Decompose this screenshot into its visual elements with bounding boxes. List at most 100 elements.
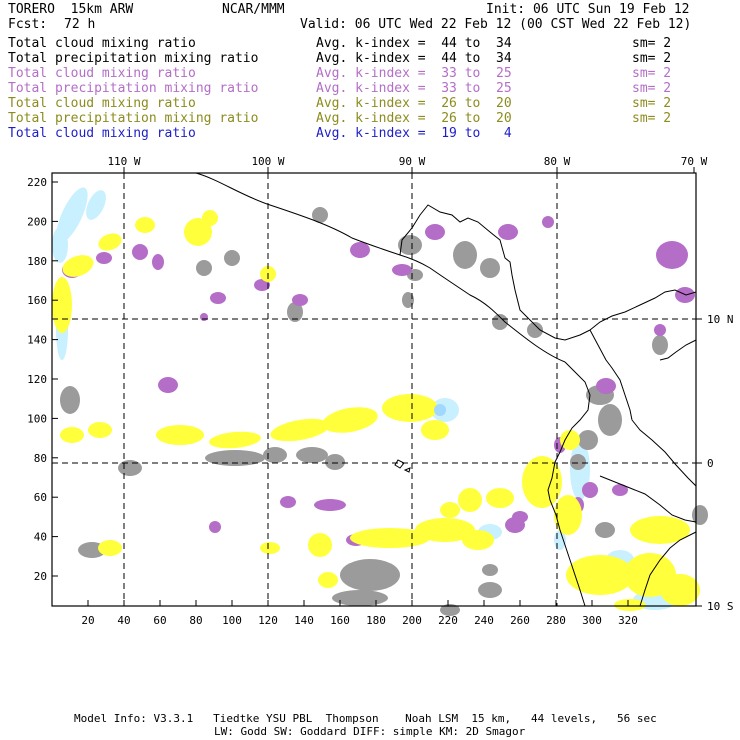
gray-cloud-area: [402, 292, 414, 308]
yellow-cloud-area: [60, 427, 84, 443]
gray-cloud-area: [224, 250, 240, 266]
purple-cloud-area: [350, 242, 370, 258]
x-tick-label: 100: [222, 614, 242, 627]
y-tick-label: 180: [27, 255, 47, 268]
purple-cloud-area: [314, 499, 346, 511]
x-tick-label: 40: [117, 614, 130, 627]
yellow-cloud-area: [62, 255, 94, 277]
x-tick-label: 140: [294, 614, 314, 627]
yellow-cloud-area: [614, 599, 646, 611]
purple-cloud-area: [392, 264, 412, 276]
legend-sm: sm= 2: [632, 81, 672, 96]
longitude-label: 110 W: [107, 155, 140, 168]
yellow-cloud-area: [184, 218, 212, 246]
coastline: [589, 329, 633, 421]
legend-index: Avg. k-index = 44 to 34: [316, 36, 512, 51]
gray-cloud-area: [296, 447, 328, 463]
y-tick-label: 220: [27, 176, 47, 189]
gray-cloud-area: [263, 447, 287, 463]
yellow-cloud-area: [522, 456, 562, 508]
yellow-cloud-area: [382, 394, 438, 422]
x-tick-label: 80: [189, 614, 202, 627]
gray-cloud-area: [492, 314, 508, 330]
purple-cloud-area: [656, 241, 688, 269]
legend-row: Total cloud mixing ratio Avg. k-index = 4…: [8, 36, 738, 51]
gray-cloud-area: [60, 386, 80, 414]
axis-ticks: [52, 167, 702, 607]
axis-labels: 220 200 180 160 140 120 100 80 60 40 20 20 40 60 80 100…: [27, 155, 733, 627]
x-tick-label: 260: [510, 614, 530, 627]
yellow-cloud-area: [322, 407, 378, 433]
forecast-label: Fcst:: [8, 17, 48, 32]
y-tick-label: 60: [34, 491, 47, 504]
y-tick-label: 80: [34, 452, 47, 465]
gray-cloud-area: [398, 235, 422, 255]
longitude-label: 100 W: [251, 155, 284, 168]
yellow-cloud-area: [486, 488, 514, 508]
yellow-cloud-area: [630, 516, 690, 544]
gray-cloud-area: [196, 260, 212, 276]
purple-cloud-area: [425, 224, 445, 240]
purple-cloud-area: [512, 511, 528, 523]
purple-cloud-area: [280, 496, 296, 508]
purple-cloud-area: [132, 244, 148, 260]
x-tick-label: 60: [153, 614, 166, 627]
purple-cloud-area: [498, 224, 518, 240]
x-tick-label: 220: [438, 614, 458, 627]
yellow-cloud-area: [554, 495, 582, 535]
gray-cloud-area: [595, 522, 615, 538]
gray-cloud-area: [570, 454, 586, 470]
purple-cloud-area: [254, 279, 270, 291]
valid-time: Valid: 06 UTC Wed 22 Feb 12 (00 CST Wed …: [300, 17, 692, 32]
purple-cloud-area: [152, 254, 164, 270]
gray-cloud-area: [332, 590, 388, 606]
legend-field: Total precipitation mixing ratio: [8, 81, 259, 96]
legend-index: Avg. k-index = 33 to 25: [316, 66, 512, 81]
coastline: [599, 475, 697, 523]
yellow-cloud-area: [98, 233, 122, 251]
gray-cloud-area: [478, 582, 502, 598]
gray-cloud-area: [480, 258, 500, 278]
y-tick-label: 40: [34, 531, 47, 544]
x-tick-label: 120: [258, 614, 278, 627]
coastlines: [195, 172, 697, 607]
yellow-cloud-area: [260, 542, 280, 554]
yellow-cloud-area: [209, 431, 261, 449]
footer-physics: LW: Godd SW: Goddard DIFF: simple KM: 2D…: [214, 725, 526, 738]
yellow-cloud-area: [98, 540, 122, 556]
coastline: [547, 361, 591, 607]
latitude-label: 10 S: [707, 600, 734, 613]
legend-field: Total precipitation mixing ratio: [8, 51, 259, 66]
purple-cloud-area: [210, 292, 226, 304]
legend-field: Total precipitation mixing ratio: [8, 111, 259, 126]
purple-cloud-area: [582, 482, 598, 498]
legend-sm: sm= 2: [632, 96, 672, 111]
legend-row: Total cloud mixing ratio Avg. k-index = 3…: [8, 66, 738, 81]
legend-index: Avg. k-index = 26 to 20: [316, 96, 512, 111]
legend-field: Total cloud mixing ratio: [8, 96, 196, 111]
model-title: TORERO 15km ARW: [8, 2, 134, 17]
yellow-cloud-area: [308, 533, 332, 557]
legend-field: Total cloud mixing ratio: [8, 36, 196, 51]
legend-index: Avg. k-index = 33 to 25: [316, 81, 512, 96]
yellow-cloud-area: [270, 418, 330, 442]
yellow-cloud-area: [156, 425, 204, 445]
map-frame: [51, 172, 697, 607]
yellow-cloud-area: [566, 555, 634, 595]
forecast-value: 72 h: [64, 17, 96, 32]
yellow-cloud-area: [462, 530, 494, 550]
yellow-cloud-area: [202, 210, 218, 226]
x-tick-label: 280: [546, 614, 566, 627]
purple-cloud-area: [158, 377, 178, 393]
legend-row: Total cloud mixing ratio Avg. k-index = 2…: [8, 96, 738, 111]
y-tick-label: 200: [27, 215, 47, 228]
y-tick-label: 140: [27, 334, 47, 347]
gray-cloud-area: [118, 460, 142, 476]
coastline: [399, 204, 591, 341]
lat-lon-grid: [52, 173, 696, 606]
yellow-cloud-area: [440, 502, 460, 518]
x-tick-label: 240: [474, 614, 494, 627]
cyan-cloud-area: [52, 227, 68, 263]
purple-cloud-area: [200, 313, 208, 321]
